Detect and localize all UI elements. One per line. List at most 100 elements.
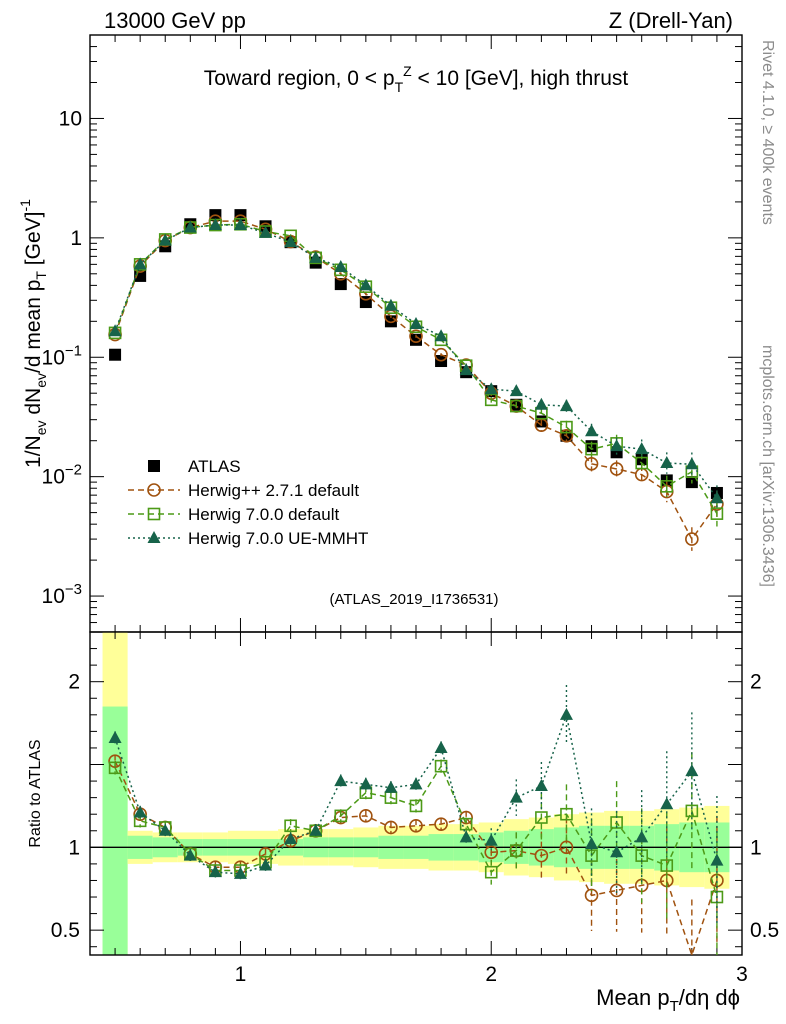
data-point (183, 220, 197, 233)
ratio-point (484, 845, 499, 860)
ratio-point (610, 845, 624, 858)
ratio-point (259, 858, 273, 871)
ratio-point (284, 819, 297, 833)
ratio-point (510, 844, 523, 857)
series-atlas (109, 209, 723, 499)
data-point (584, 457, 599, 471)
data-point (685, 457, 699, 470)
data-point (108, 324, 122, 337)
data-point (509, 384, 523, 397)
data-point (410, 333, 422, 346)
data-point (109, 348, 122, 361)
ratio-point (334, 774, 348, 787)
ratio-point (434, 817, 448, 831)
data-point (660, 456, 674, 469)
legend: ATLAS Herwig++ 2.7.1 default Herwig 7.0.0 … (128, 457, 368, 548)
data-point (685, 532, 699, 546)
data-point (559, 428, 574, 443)
legend-marker (148, 460, 160, 472)
data-point (409, 316, 423, 329)
ratio-point (484, 833, 498, 846)
data-point (710, 491, 724, 504)
ratio-point (158, 823, 172, 836)
ratio-point (584, 888, 599, 903)
data-point (384, 298, 398, 311)
ratio-point (459, 830, 473, 843)
series-herwig271 (108, 214, 724, 551)
data-point (510, 399, 523, 413)
data-point (133, 257, 147, 270)
ratio-point (409, 818, 423, 833)
data-point (434, 347, 448, 362)
chart-title: Toward region, 0 < pTZ < 10 [GeV], high … (204, 63, 629, 95)
ratio-point (710, 853, 724, 866)
ratio-series-ueMMHT (108, 685, 724, 926)
analysis-watermark: (ATLAS_2019_I1736531) (329, 591, 498, 608)
ratio-point (660, 859, 674, 872)
ratio-point (384, 820, 398, 835)
mcplots-source-label: mcplots.cern.ch [arXiv:1306.3436] (759, 345, 776, 587)
data-point (609, 462, 624, 476)
ratio-point (133, 805, 147, 818)
y-axis-label: 1/Nev dNev/d mean pT [GeV]-1 (17, 199, 49, 468)
ratio-point (108, 761, 122, 775)
ratio-point (534, 848, 549, 863)
data-point (409, 329, 423, 344)
ratio-point (585, 837, 599, 850)
x-tick-label: 1 (235, 963, 247, 986)
ratio-point (535, 811, 548, 824)
rivet-version-label: Rivet 4.1.0, ≥ 400k events (759, 40, 776, 225)
ratio-point (685, 804, 699, 818)
ratio-point (284, 832, 298, 845)
ratio-point (359, 777, 373, 790)
data-point (559, 399, 573, 412)
y-tick-label: 10−3 (42, 581, 82, 608)
data-point (635, 442, 649, 455)
ratio-point (434, 740, 448, 753)
legend-marker (147, 531, 161, 543)
data-point (434, 329, 448, 342)
data-point (484, 382, 498, 395)
header-collision-label: 13000 GeV pp (104, 8, 246, 33)
ratio-point (534, 779, 548, 792)
ratio-point (609, 883, 624, 898)
legend-label: ATLAS (188, 457, 241, 476)
legend-label: Herwig 7.0.0 UE-MMHT (188, 529, 368, 548)
header-process-label: Z (Drell-Yan) (609, 8, 733, 33)
data-point (560, 420, 573, 434)
legend-label: Herwig 7.0.0 default (188, 505, 339, 524)
ratio-point (484, 865, 498, 879)
ratio-point (183, 848, 197, 861)
ratio-y-tick-label: 2 (68, 671, 80, 694)
data-point (158, 233, 172, 246)
data-point (359, 278, 373, 291)
ratio-point (334, 809, 348, 823)
ratio-y-tick-label: 0.5 (51, 919, 80, 942)
y-tick-label: 10−1 (42, 342, 82, 369)
y-tick-label: 10−2 (42, 462, 82, 489)
ratio-y-tick-label-right: 0.5 (750, 919, 779, 942)
ratio-y-tick-label: 1 (68, 836, 80, 859)
ratio-point (384, 780, 398, 793)
data-point (208, 218, 222, 231)
data-point (459, 363, 473, 376)
data-point (334, 278, 347, 291)
data-point (610, 439, 624, 452)
data-point (334, 260, 348, 273)
legend-marker (147, 483, 161, 497)
ratio-point (409, 777, 423, 790)
data-point (534, 397, 548, 410)
ratio-y-axis-label: Ratio to ATLAS (27, 739, 44, 847)
legend-label: Herwig++ 2.7.1 default (188, 481, 359, 500)
ratio-point (559, 840, 574, 855)
data-point (484, 393, 498, 407)
ratio-y-tick-label-right: 1 (750, 836, 762, 859)
series-ueMMHT (108, 218, 724, 512)
ratio-point (359, 809, 373, 823)
x-tick-label: 2 (485, 963, 497, 986)
ratio-y-tick-label-right: 2 (750, 671, 762, 694)
y-tick-label: 10 (59, 107, 82, 130)
ratio-point (309, 823, 323, 836)
ratio-point (509, 790, 523, 803)
ratio-point (208, 865, 222, 878)
